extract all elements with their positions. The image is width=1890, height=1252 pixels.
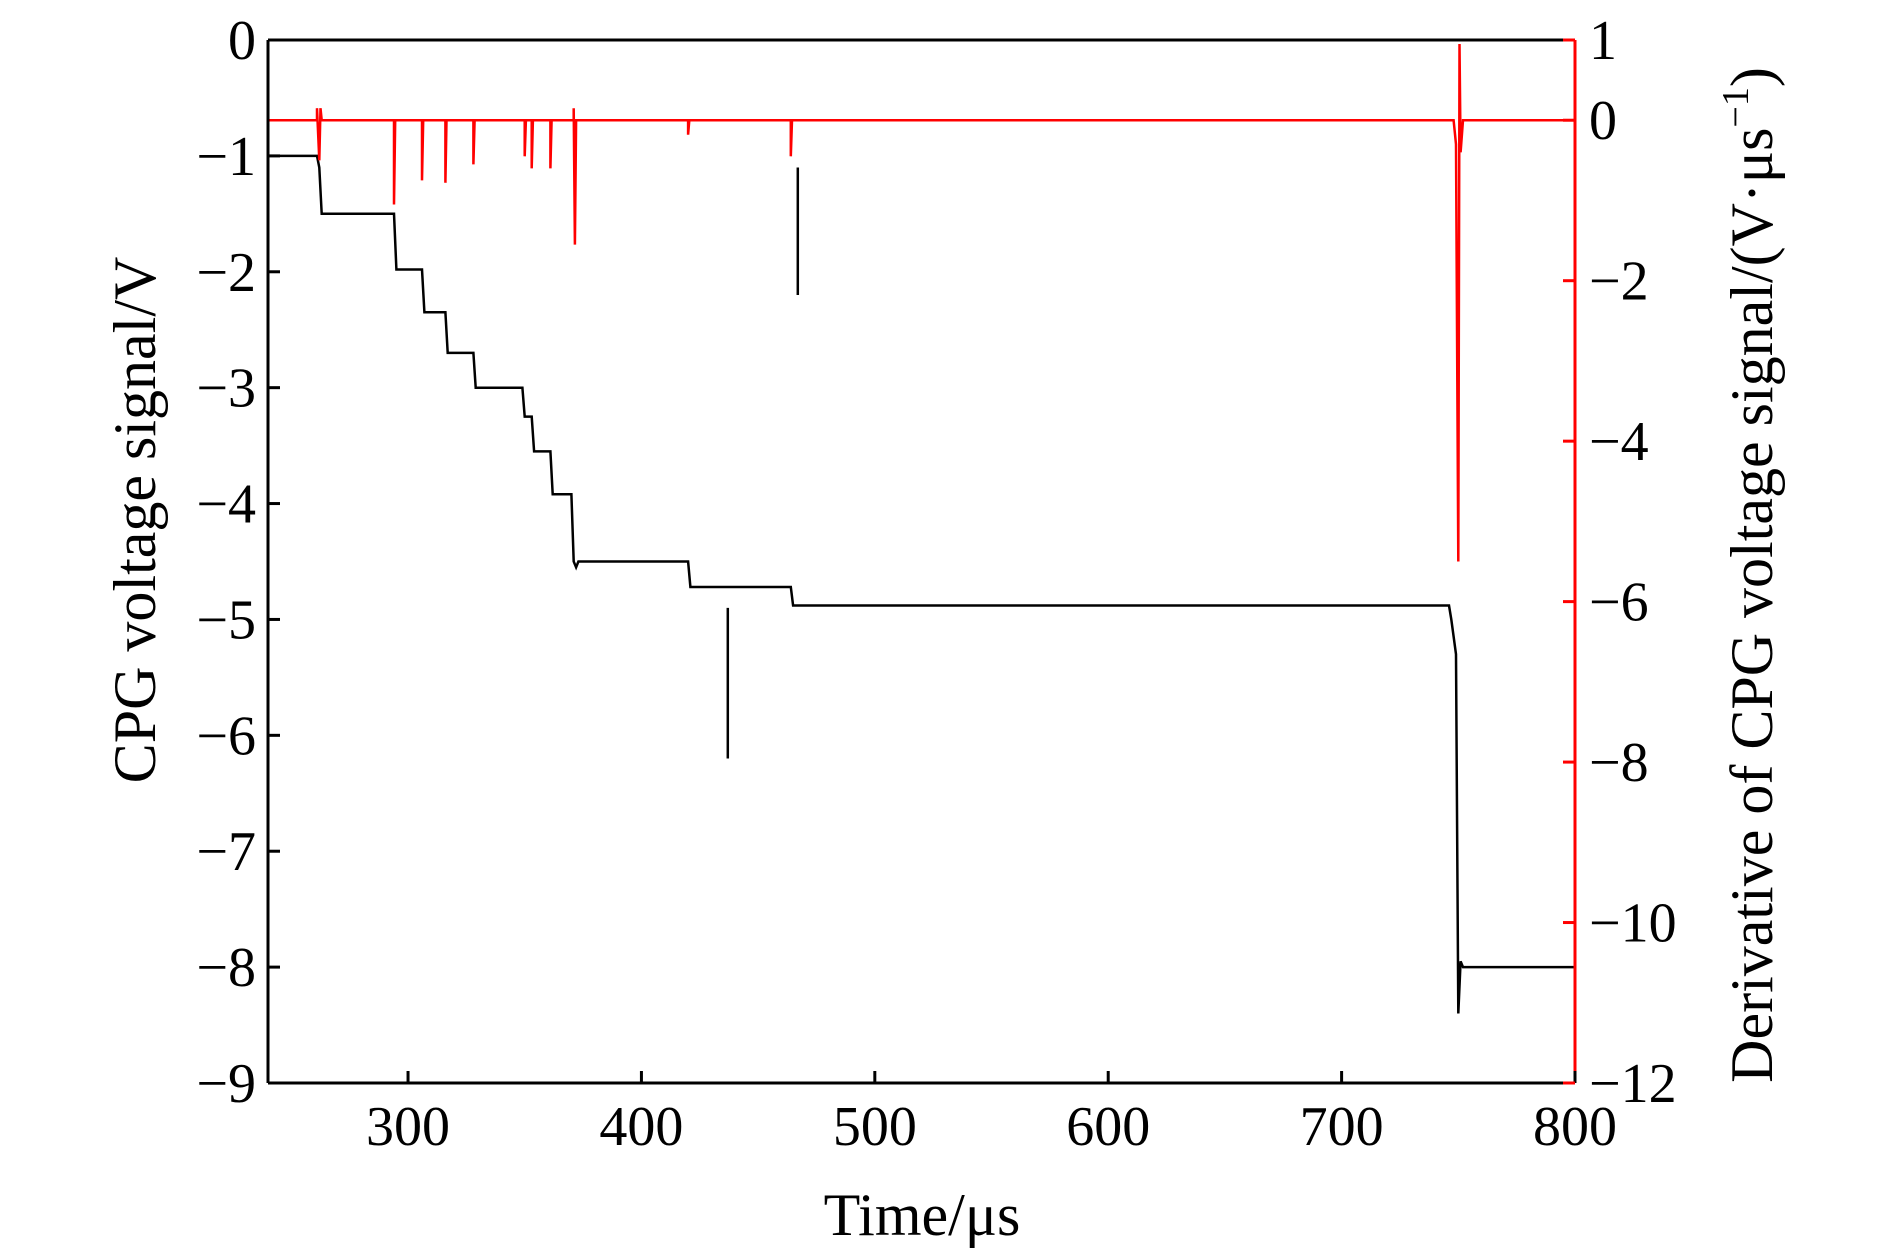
y-left-axis-title: CPG voltage signal/V	[102, 257, 168, 784]
x-tick-label: 500	[833, 1096, 917, 1158]
y-right-title-main: Derivative of CPG voltage signal/(V·μs	[1719, 128, 1785, 1083]
series-layer	[268, 43, 1575, 1014]
x-tick-label: 300	[366, 1096, 450, 1158]
x-tick-label: 600	[1066, 1096, 1150, 1158]
y-right-tick-label: 1	[1589, 10, 1617, 72]
x-tick-label: 700	[1300, 1096, 1384, 1158]
y-right-tick-label: −2	[1589, 251, 1649, 313]
series-line-0	[268, 154, 1575, 1014]
y-right-title-end: )	[1719, 67, 1785, 87]
x-axis-title: Time/μs	[824, 1182, 1021, 1248]
labels-layer: 300 400 500 600 700 800 0 −1 −2 −3 −4 −5 −6 −7 −8 −9 1 0 −…	[196, 10, 1676, 1158]
y-right-title-sup: −1	[1715, 87, 1757, 127]
y-left-tick-label: −6	[196, 705, 256, 767]
y-left-tick-label: −2	[196, 242, 256, 304]
y-right-tick-label: 0	[1589, 90, 1617, 152]
y-left-tick-label: −4	[196, 474, 256, 536]
y-left-tick-label: −5	[196, 589, 256, 651]
y-right-tick-label: −6	[1589, 572, 1649, 634]
y-left-tick-label: −8	[196, 937, 256, 999]
y-right-tick-label: −4	[1589, 411, 1649, 473]
y-left-tick-label: −7	[196, 821, 256, 883]
y-right-tick-label: −10	[1589, 893, 1677, 955]
axes-layer	[266, 38, 1577, 1085]
y-right-axis-title: Derivative of CPG voltage signal/(V·μs−1…	[1715, 67, 1785, 1083]
y-left-tick-label: −3	[196, 358, 256, 420]
y-left-tick-label: −9	[196, 1053, 256, 1115]
y-left-tick-label: −1	[196, 126, 256, 188]
y-left-tick-label: 0	[228, 10, 256, 72]
y-right-tick-label: −8	[1589, 732, 1649, 794]
x-tick-label: 400	[599, 1096, 683, 1158]
y-right-tick-label: −12	[1589, 1053, 1677, 1115]
series-line-3	[268, 43, 1575, 562]
x-tick-label: 800	[1533, 1096, 1617, 1158]
